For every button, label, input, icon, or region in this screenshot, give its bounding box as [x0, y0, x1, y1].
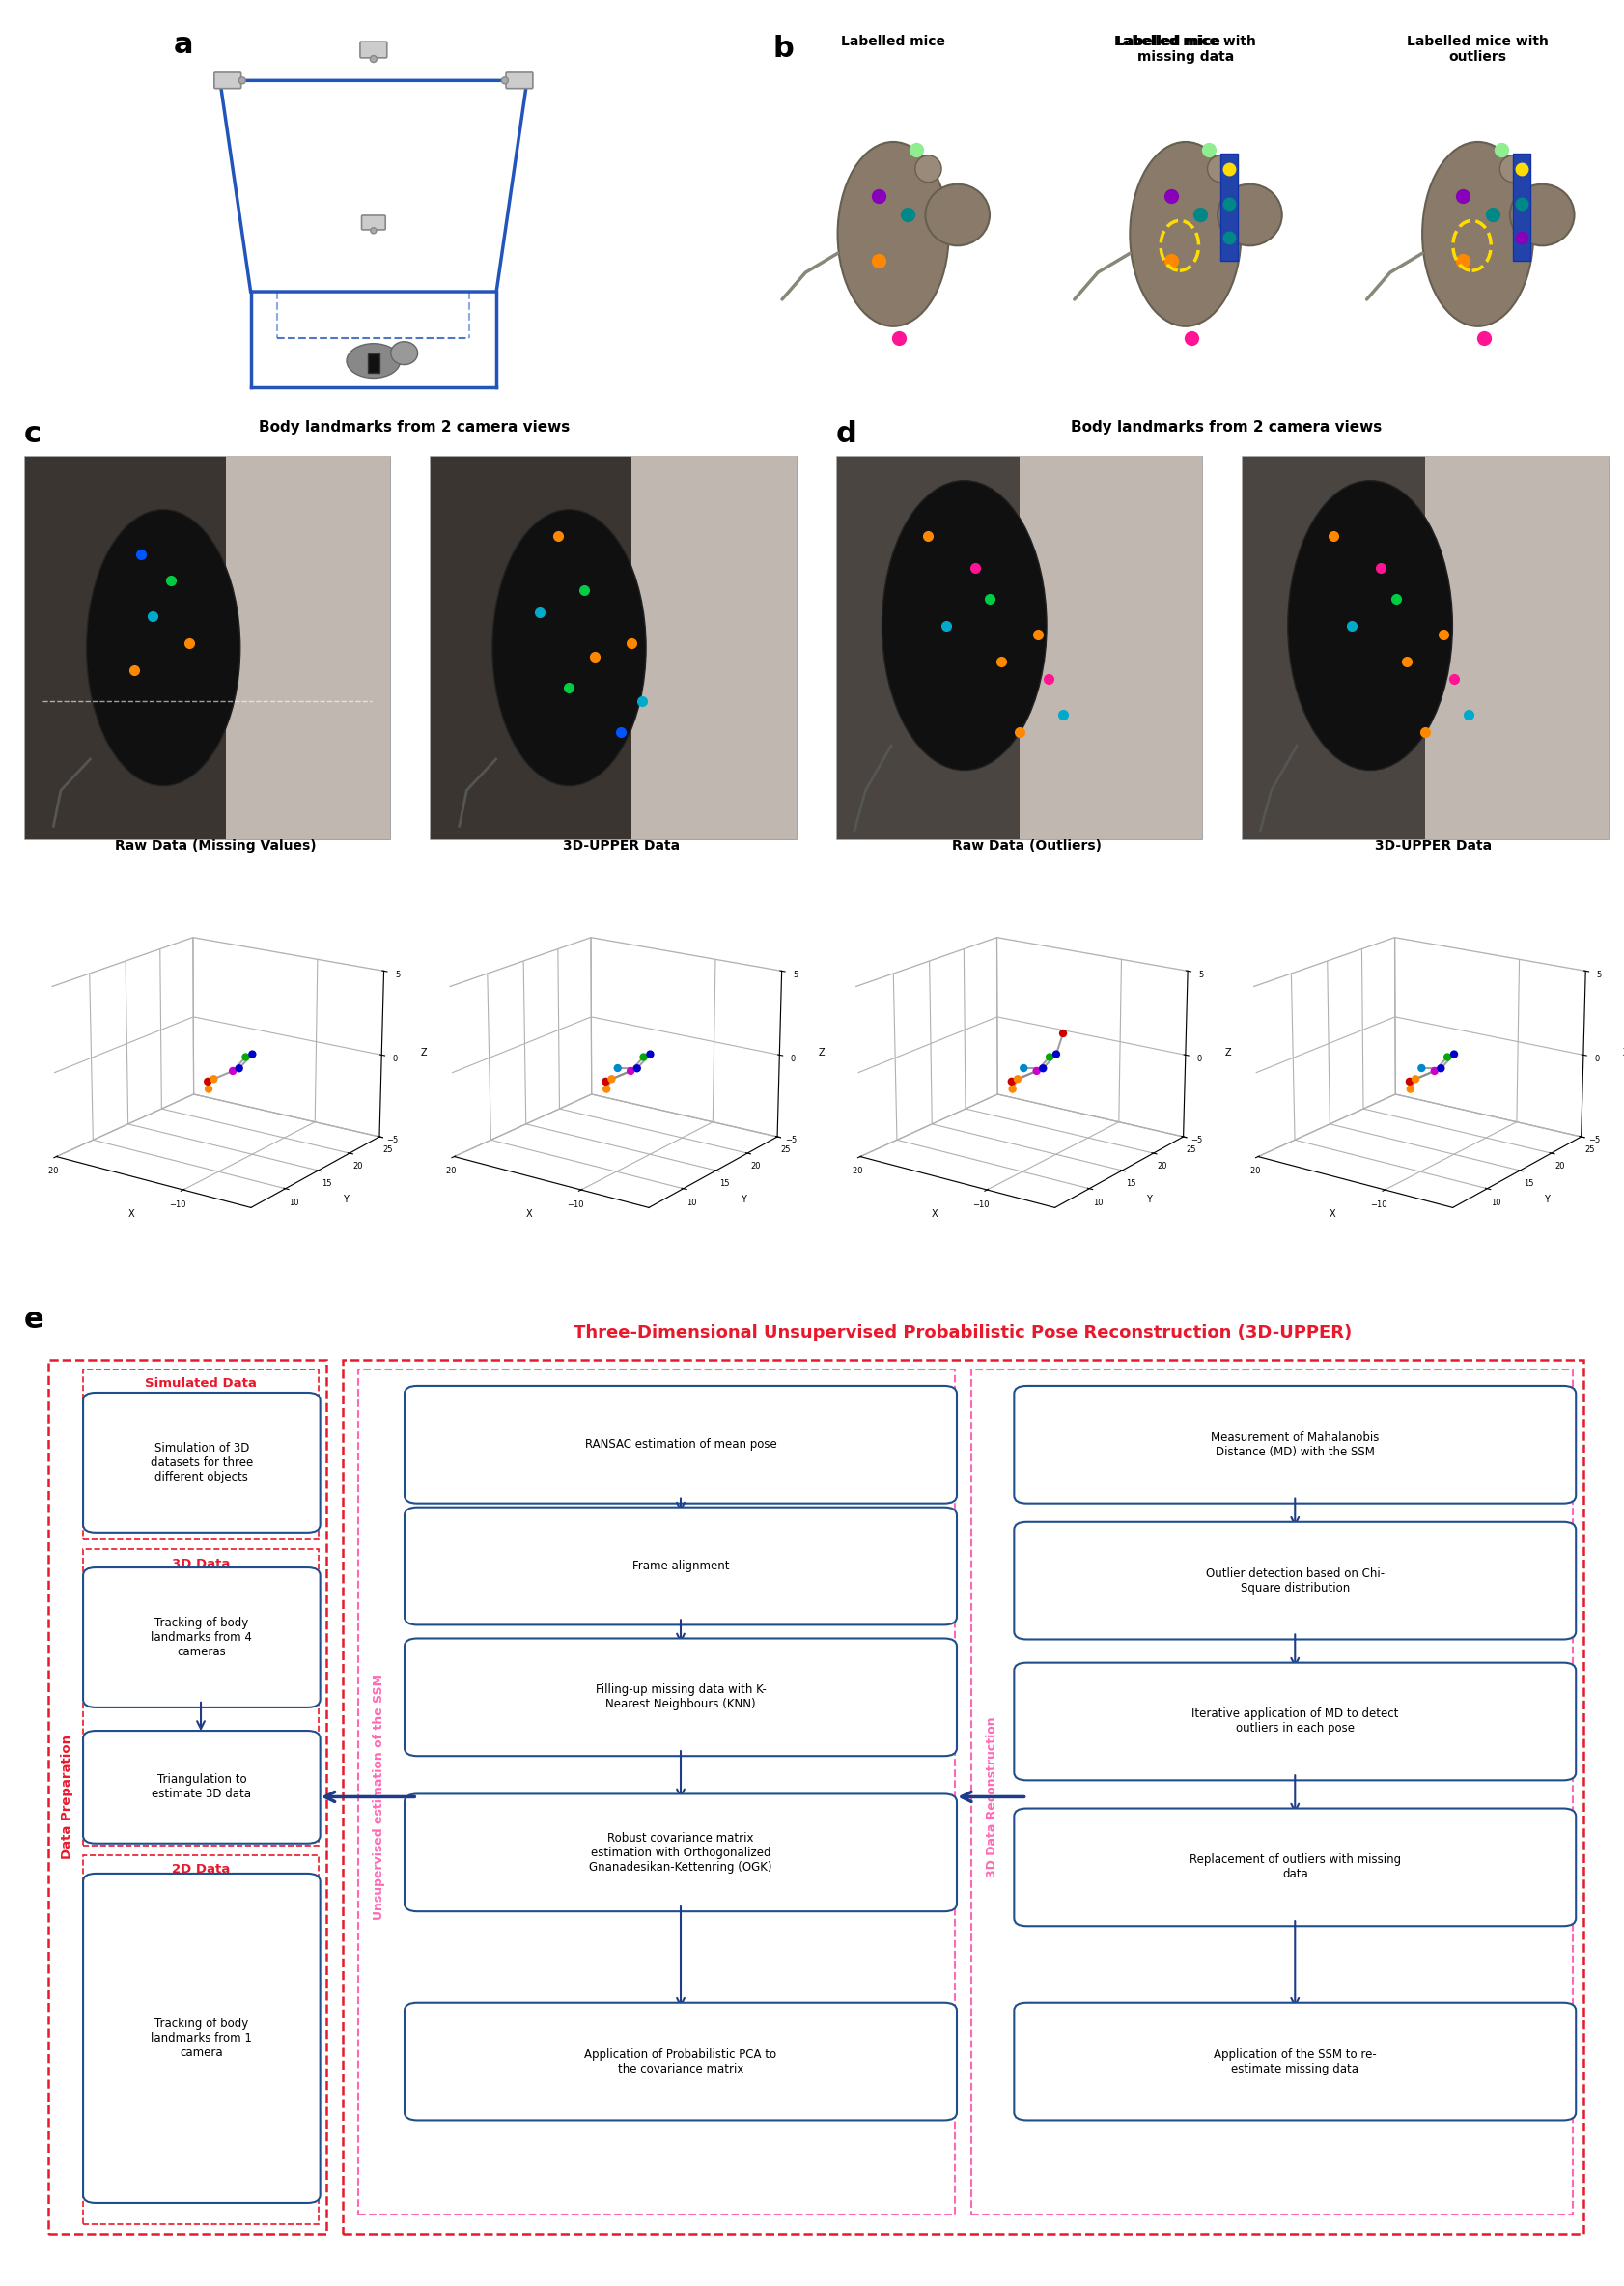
FancyBboxPatch shape [362, 215, 385, 231]
FancyBboxPatch shape [836, 457, 1202, 839]
FancyBboxPatch shape [404, 1795, 957, 1911]
Ellipse shape [914, 155, 942, 183]
FancyBboxPatch shape [226, 457, 390, 839]
Text: c: c [24, 421, 42, 448]
FancyBboxPatch shape [1221, 153, 1237, 261]
Text: Labelled mice with
missing data: Labelled mice with missing data [1114, 34, 1257, 64]
FancyBboxPatch shape [507, 73, 533, 89]
Ellipse shape [1218, 185, 1281, 245]
Ellipse shape [86, 510, 240, 786]
X-axis label: X: X [932, 1209, 939, 1218]
Text: Filling-up missing data with K-
Nearest Neighbours (KNN): Filling-up missing data with K- Nearest … [596, 1685, 767, 1710]
Text: Body landmarks from 2 camera views: Body landmarks from 2 camera views [258, 421, 570, 434]
Text: Labelled mice: Labelled mice [1116, 34, 1220, 48]
Text: Tracking of body
landmarks from 4
cameras: Tracking of body landmarks from 4 camera… [151, 1616, 252, 1657]
FancyBboxPatch shape [1020, 457, 1202, 839]
FancyBboxPatch shape [404, 1385, 957, 1504]
Text: Simulated Data: Simulated Data [145, 1378, 257, 1390]
Circle shape [370, 55, 377, 62]
Text: 3D Data Reconstruction: 3D Data Reconstruction [986, 1717, 999, 1877]
Text: 3D-UPPER Data: 3D-UPPER Data [1374, 839, 1491, 853]
Y-axis label: Y: Y [343, 1196, 348, 1205]
FancyBboxPatch shape [632, 457, 796, 839]
Ellipse shape [1130, 142, 1241, 327]
FancyBboxPatch shape [1013, 1808, 1575, 1927]
Text: Data Preparation: Data Preparation [60, 1735, 73, 1859]
Y-axis label: Y: Y [1544, 1196, 1549, 1205]
Text: Outlier detection based on Chi-
Square distribution: Outlier detection based on Chi- Square d… [1205, 1568, 1384, 1593]
Circle shape [370, 229, 377, 233]
Ellipse shape [492, 510, 646, 786]
FancyBboxPatch shape [1013, 1662, 1575, 1781]
Y-axis label: Y: Y [741, 1196, 745, 1205]
Text: Labelled mice with
outliers: Labelled mice with outliers [1406, 34, 1549, 64]
Text: Three-Dimensional Unsupervised Probabilistic Pose Reconstruction (3D-UPPER): Three-Dimensional Unsupervised Probabili… [573, 1324, 1353, 1342]
FancyBboxPatch shape [1242, 457, 1608, 839]
FancyBboxPatch shape [404, 1639, 957, 1756]
FancyBboxPatch shape [214, 73, 240, 89]
Text: Robust covariance matrix
estimation with Orthogonalized
Gnanadesikan-Kettenring : Robust covariance matrix estimation with… [590, 1831, 771, 1875]
FancyBboxPatch shape [24, 457, 390, 839]
Text: Unsupervised estimation of the SSM: Unsupervised estimation of the SSM [374, 1673, 385, 1920]
X-axis label: X: X [526, 1209, 533, 1218]
Text: Frame alignment: Frame alignment [632, 1559, 729, 1573]
Text: 3D Data: 3D Data [172, 1557, 231, 1570]
Text: Application of the SSM to re-
estimate missing data: Application of the SSM to re- estimate m… [1213, 2048, 1377, 2076]
Ellipse shape [1207, 155, 1234, 183]
Text: Labelled mice: Labelled mice [841, 34, 945, 48]
Ellipse shape [391, 341, 417, 366]
FancyBboxPatch shape [404, 1506, 957, 1625]
Text: Iterative application of MD to detect
outliers in each pose: Iterative application of MD to detect ou… [1192, 1708, 1398, 1735]
Text: Tracking of body
landmarks from 1
camera: Tracking of body landmarks from 1 camera [151, 2019, 252, 2060]
Circle shape [502, 78, 508, 85]
Text: Measurement of Mahalanobis
Distance (MD) with the SSM: Measurement of Mahalanobis Distance (MD)… [1212, 1431, 1379, 1458]
FancyBboxPatch shape [430, 457, 796, 839]
Text: a: a [174, 30, 193, 59]
Text: Replacement of outliers with missing
data: Replacement of outliers with missing dat… [1189, 1854, 1402, 1881]
Text: RANSAC estimation of mean pose: RANSAC estimation of mean pose [585, 1438, 776, 1452]
Text: Triangulation to
estimate 3D data: Triangulation to estimate 3D data [153, 1774, 252, 1801]
Ellipse shape [1510, 185, 1574, 245]
Text: Simulation of 3D
datasets for three
different objects: Simulation of 3D datasets for three diff… [151, 1442, 253, 1484]
FancyBboxPatch shape [1013, 1385, 1575, 1504]
FancyBboxPatch shape [404, 2003, 957, 2121]
FancyBboxPatch shape [83, 1568, 320, 1708]
Ellipse shape [1288, 480, 1452, 770]
Ellipse shape [838, 142, 948, 327]
Text: Application of Probabilistic PCA to
the covariance matrix: Application of Probabilistic PCA to the … [585, 2048, 776, 2076]
Text: 2D Data: 2D Data [172, 1863, 231, 1877]
FancyBboxPatch shape [83, 1731, 320, 1843]
Ellipse shape [926, 185, 989, 245]
FancyBboxPatch shape [1013, 1522, 1575, 1639]
Text: b: b [773, 34, 794, 62]
Text: d: d [836, 421, 857, 448]
Ellipse shape [346, 343, 401, 377]
Ellipse shape [1499, 155, 1527, 183]
X-axis label: X: X [1330, 1209, 1337, 1218]
FancyBboxPatch shape [367, 352, 380, 373]
Circle shape [239, 78, 245, 85]
Text: Body landmarks from 2 camera views: Body landmarks from 2 camera views [1070, 421, 1382, 434]
FancyBboxPatch shape [1514, 153, 1530, 261]
Text: 3D-UPPER Data: 3D-UPPER Data [562, 839, 679, 853]
FancyBboxPatch shape [83, 1875, 320, 2204]
FancyBboxPatch shape [1424, 457, 1608, 839]
Text: Raw Data (Missing Values): Raw Data (Missing Values) [114, 839, 317, 853]
Y-axis label: Y: Y [1147, 1196, 1151, 1205]
FancyBboxPatch shape [83, 1392, 320, 1532]
Text: e: e [24, 1305, 44, 1335]
Text: Raw Data (Outliers): Raw Data (Outliers) [952, 839, 1103, 853]
FancyBboxPatch shape [1013, 2003, 1575, 2121]
Ellipse shape [882, 480, 1047, 770]
X-axis label: X: X [128, 1209, 135, 1218]
Ellipse shape [1423, 142, 1533, 327]
FancyBboxPatch shape [361, 41, 387, 57]
